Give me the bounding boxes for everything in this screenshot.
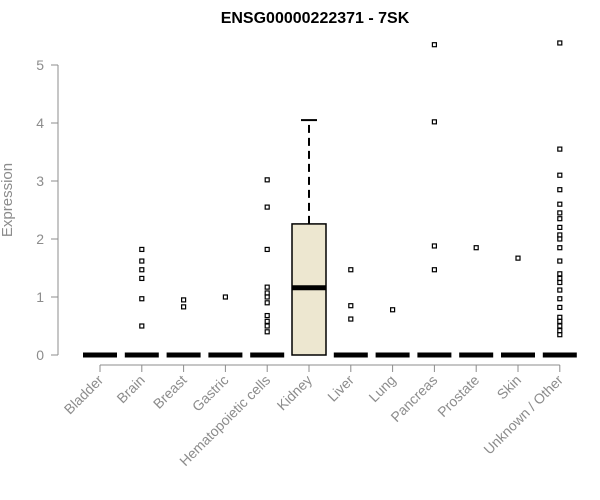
outlier-point bbox=[431, 267, 437, 273]
outlier-point bbox=[222, 294, 228, 300]
box-gastric bbox=[208, 294, 243, 358]
outlier-point bbox=[557, 245, 563, 251]
outlier-point bbox=[139, 246, 145, 253]
outlier-point bbox=[139, 267, 145, 273]
x-tick-label: Bladder bbox=[61, 372, 107, 418]
box-skin bbox=[501, 255, 535, 358]
y-axis: 0 1 2 3 4 5 bbox=[36, 57, 59, 363]
outlier-point bbox=[557, 332, 563, 338]
x-tick-label: Unknown / Other bbox=[480, 372, 566, 458]
outlier-point bbox=[264, 290, 270, 296]
outlier-point bbox=[557, 201, 563, 207]
outlier-point bbox=[557, 172, 563, 178]
y-tick-label: 2 bbox=[36, 231, 44, 247]
y-axis-label: Expression bbox=[0, 163, 16, 237]
outlier-point bbox=[557, 271, 563, 277]
outlier-point bbox=[348, 303, 354, 309]
outlier-point bbox=[557, 304, 563, 311]
outlier-point bbox=[557, 216, 563, 222]
outlier-point bbox=[264, 300, 270, 306]
outlier-point bbox=[264, 323, 270, 329]
outlier-point bbox=[557, 296, 563, 302]
box-unknown-other bbox=[542, 40, 577, 358]
outlier-point bbox=[264, 329, 270, 335]
outlier-point bbox=[557, 279, 563, 286]
outlier-point bbox=[139, 323, 145, 329]
box-kidney bbox=[291, 119, 327, 356]
box-brain bbox=[124, 246, 159, 358]
outlier-point bbox=[431, 42, 437, 48]
outlier-point bbox=[557, 258, 563, 264]
outlier-point bbox=[390, 307, 396, 313]
box-series bbox=[83, 40, 577, 358]
x-tick-label: Prostate bbox=[434, 372, 482, 420]
outlier-point bbox=[557, 232, 563, 238]
outlier-point bbox=[431, 243, 437, 249]
outlier-point bbox=[139, 275, 145, 282]
box-lung bbox=[375, 307, 410, 358]
outlier-point bbox=[264, 318, 270, 324]
outlier-point bbox=[264, 284, 270, 290]
box-hematopoietic-cells bbox=[250, 177, 285, 358]
box-prostate bbox=[459, 245, 494, 358]
outlier-point bbox=[515, 255, 521, 261]
outlier-point bbox=[473, 245, 479, 251]
outlier-point bbox=[557, 146, 563, 152]
x-tick-label: Lung bbox=[365, 372, 398, 405]
outlier-point bbox=[264, 312, 270, 319]
outlier-point bbox=[557, 318, 563, 324]
outlier-point bbox=[557, 236, 563, 242]
outlier-point bbox=[264, 177, 270, 183]
outlier-point bbox=[348, 267, 354, 273]
outlier-point bbox=[264, 204, 270, 210]
y-tick-label: 4 bbox=[36, 115, 44, 131]
outlier-point bbox=[557, 328, 563, 334]
y-tick-label: 3 bbox=[36, 173, 44, 189]
chart-title: ENSG00000222371 - 7SK bbox=[221, 10, 410, 27]
box-pancreas bbox=[417, 42, 452, 358]
y-tick-label: 0 bbox=[36, 347, 44, 363]
box-liver bbox=[333, 267, 368, 358]
outlier-point bbox=[557, 275, 563, 282]
outlier-point bbox=[557, 323, 563, 329]
outlier-point bbox=[557, 187, 563, 193]
x-tick-label: Liver bbox=[324, 372, 357, 405]
box-breast bbox=[166, 297, 201, 358]
x-tick-label: Skin bbox=[494, 372, 525, 403]
outlier-point bbox=[557, 40, 563, 46]
outlier-point bbox=[431, 119, 437, 125]
outlier-point bbox=[557, 287, 563, 293]
x-tick-label: Brain bbox=[113, 372, 147, 406]
outlier-point bbox=[264, 294, 270, 300]
outlier-point bbox=[181, 304, 187, 310]
outlier-point bbox=[181, 297, 187, 303]
outlier-point bbox=[557, 314, 563, 320]
x-tick-label: Breast bbox=[150, 372, 190, 412]
y-tick-label: 1 bbox=[36, 289, 44, 305]
x-tick-label: Kidney bbox=[274, 372, 316, 414]
outlier-point bbox=[557, 210, 563, 216]
outlier-point bbox=[264, 246, 270, 253]
outlier-point bbox=[139, 296, 145, 302]
outlier-point bbox=[139, 258, 145, 264]
y-tick-label: 5 bbox=[36, 57, 44, 73]
outlier-point bbox=[348, 316, 354, 322]
outlier-point bbox=[557, 224, 563, 230]
